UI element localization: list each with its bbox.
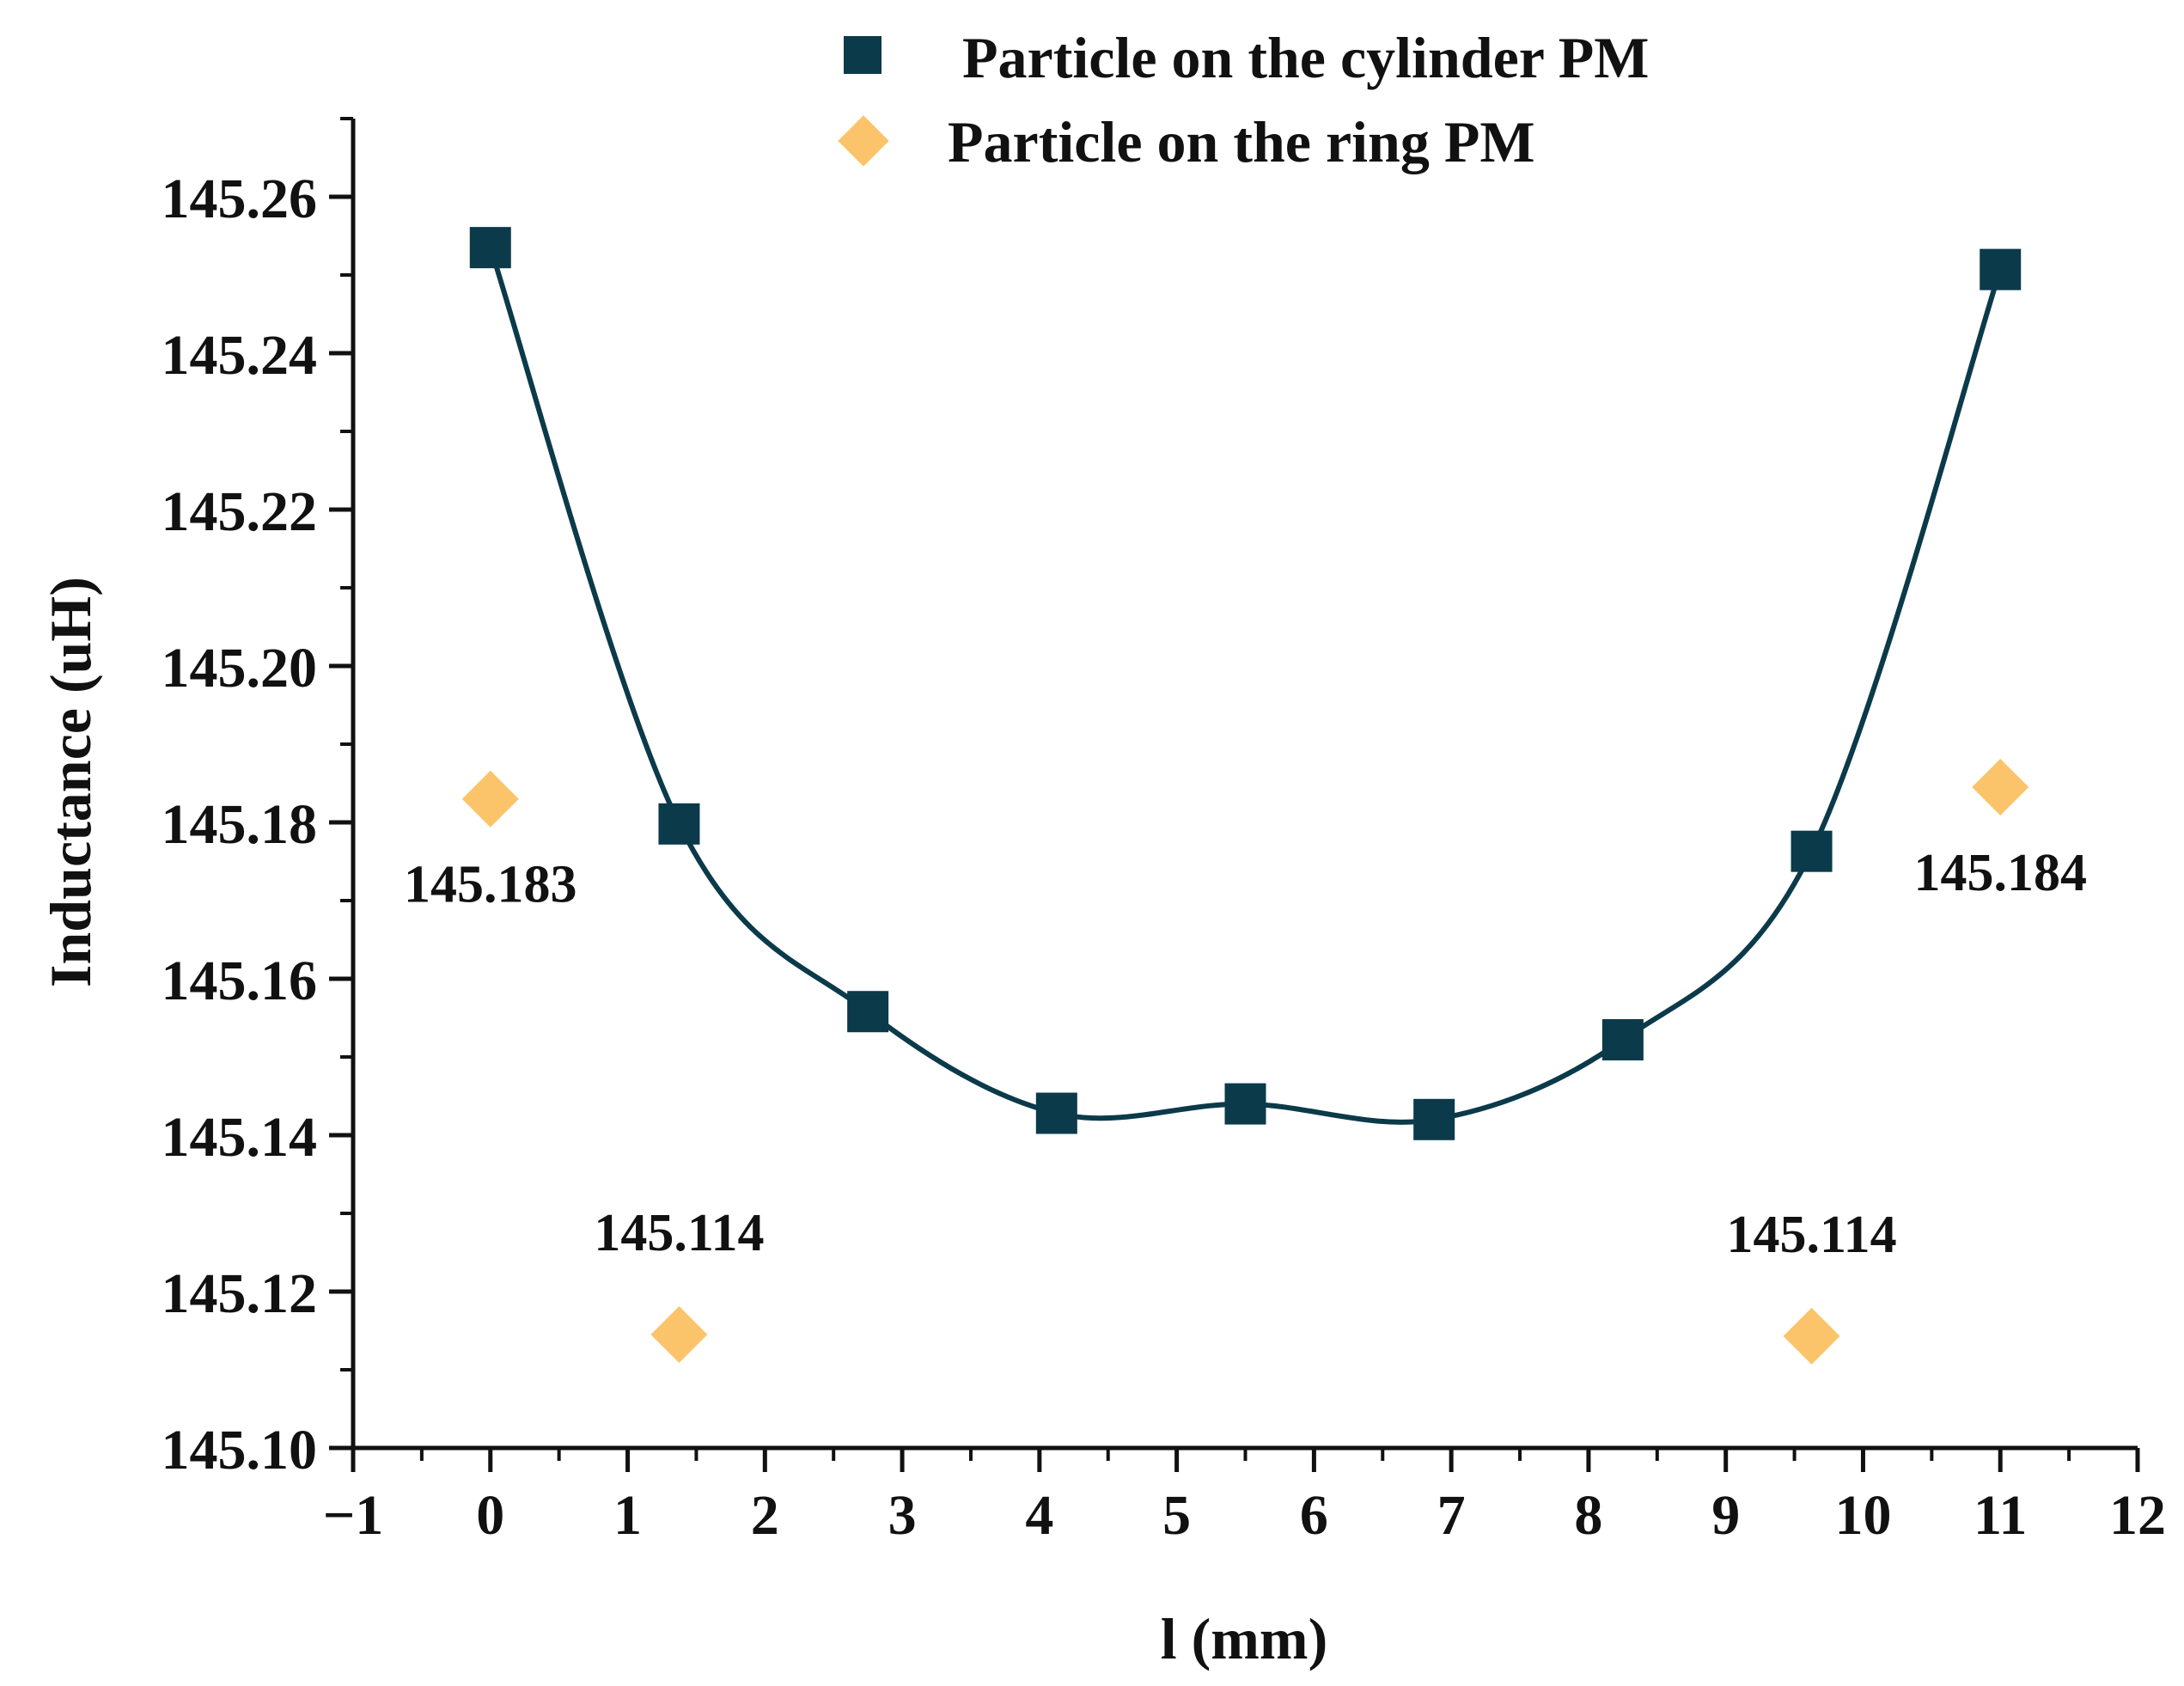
x-tick-label: 5 <box>1162 1484 1191 1547</box>
data-label: 145.114 <box>594 1204 764 1262</box>
y-tick-label: 145.16 <box>162 950 318 1012</box>
y-tick-label: 145.22 <box>162 480 318 543</box>
x-tick-label: 9 <box>1711 1484 1740 1547</box>
x-tick-label: 8 <box>1574 1484 1602 1547</box>
x-tick-label: 10 <box>1834 1484 1891 1547</box>
cylinder-point <box>469 227 511 269</box>
y-tick-label: 145.10 <box>162 1419 318 1481</box>
cylinder-point <box>1980 248 2022 290</box>
fit-curve-cylinder <box>487 247 2004 1125</box>
cylinder-point <box>1224 1083 1266 1125</box>
cylinder-point <box>1791 830 1833 872</box>
cylinder-point <box>1413 1098 1455 1140</box>
y-tick-label: 145.18 <box>162 793 318 856</box>
x-tick-label: 0 <box>476 1484 504 1547</box>
data-labels: 145.183 145.114 145.114 145.184 <box>404 844 2087 1264</box>
legend: Particle on the cylinder PM Particle on … <box>838 25 1649 174</box>
axes: −1 0 1 2 3 4 5 6 7 8 9 10 11 12145.10145.12145.14145.… <box>162 117 2166 1547</box>
x-tick-label: 12 <box>2109 1484 2166 1547</box>
data-label: 145.114 <box>1727 1206 1897 1264</box>
x-tick-label: 4 <box>1025 1484 1053 1547</box>
legend-marker-ring <box>838 115 889 167</box>
x-tick-label: 11 <box>1974 1484 2027 1547</box>
legend-label-ring: Particle on the ring PM <box>948 109 1535 174</box>
x-tick-label: 7 <box>1437 1484 1466 1547</box>
y-tick-label: 145.24 <box>162 324 318 387</box>
y-tick-label: 145.12 <box>162 1262 318 1325</box>
ring-point <box>1972 759 2029 816</box>
legend-label-cylinder: Particle on the cylinder PM <box>962 25 1649 90</box>
cylinder-point <box>1601 1018 1644 1060</box>
data-marks <box>461 227 2029 1365</box>
y-tick-label: 145.20 <box>162 637 318 699</box>
data-label: 145.183 <box>404 856 577 914</box>
x-tick-label: 1 <box>613 1484 642 1547</box>
ring-point <box>461 770 519 828</box>
x-tick-label: 2 <box>751 1484 779 1547</box>
data-label: 145.184 <box>1913 844 2087 902</box>
fit-curve-group <box>487 247 2004 1125</box>
legend-marker-cylinder <box>844 36 882 74</box>
x-tick-label: 3 <box>888 1484 917 1547</box>
ring-point <box>650 1306 708 1364</box>
y-tick-label: 145.14 <box>162 1106 318 1169</box>
y-axis-title: Inductance (uH) <box>38 577 103 987</box>
x-axis-title: l (mm) <box>1161 1606 1327 1671</box>
cylinder-point <box>658 803 700 845</box>
y-tick-label: 145.26 <box>162 168 318 230</box>
x-tick-label: −1 <box>323 1484 384 1547</box>
cylinder-point <box>847 991 889 1033</box>
cylinder-point <box>1035 1092 1077 1134</box>
x-tick-label: 6 <box>1300 1484 1328 1547</box>
ring-point <box>1783 1307 1840 1365</box>
